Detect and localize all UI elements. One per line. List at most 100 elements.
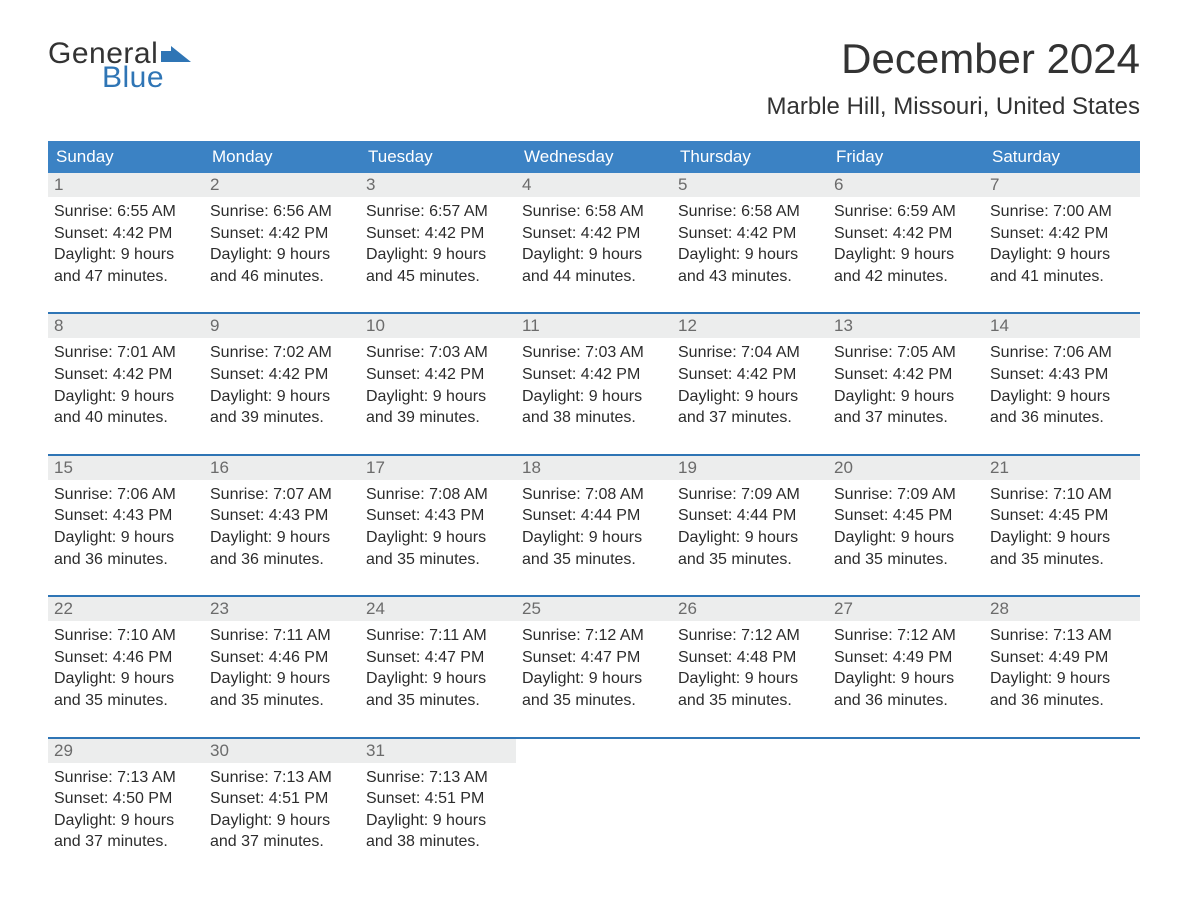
field-label: Daylight: bbox=[834, 388, 896, 405]
day-number-cell: 11 bbox=[516, 313, 672, 338]
day-number-row: 22232425262728 bbox=[48, 596, 1140, 621]
field-value: 4:43 PM bbox=[269, 507, 329, 524]
day-number-cell: 27 bbox=[828, 596, 984, 621]
field-value: 6:58 AM bbox=[585, 203, 644, 220]
day-data-cell: Sunrise: 7:10 AMSunset: 4:45 PMDaylight:… bbox=[984, 480, 1140, 570]
daylight-line2: and 36 minutes. bbox=[990, 690, 1134, 712]
field-label: Sunset: bbox=[990, 507, 1044, 524]
field-label: Sunrise: bbox=[678, 203, 737, 220]
field-label: Daylight: bbox=[366, 812, 428, 829]
day-data-cell: Sunrise: 7:11 AMSunset: 4:46 PMDaylight:… bbox=[204, 621, 360, 711]
field-label: Daylight: bbox=[54, 388, 116, 405]
field-value: 9 hours bbox=[745, 670, 798, 687]
day-data-cell: Sunrise: 7:10 AMSunset: 4:46 PMDaylight:… bbox=[48, 621, 204, 711]
field-value: 7:00 AM bbox=[1053, 203, 1112, 220]
field-value: 9 hours bbox=[589, 388, 642, 405]
field-label: Daylight: bbox=[678, 388, 740, 405]
field-label: Sunset: bbox=[210, 649, 264, 666]
day-number-cell: 14 bbox=[984, 313, 1140, 338]
field-value: 4:43 PM bbox=[113, 507, 173, 524]
field-label: Sunrise: bbox=[990, 627, 1049, 644]
field-label: Daylight: bbox=[990, 529, 1052, 546]
topbar: General Blue December 2024 Marble Hill, … bbox=[48, 35, 1140, 135]
field-label: Daylight: bbox=[210, 529, 272, 546]
field-value: 4:42 PM bbox=[269, 225, 329, 242]
field-label: Sunset: bbox=[210, 507, 264, 524]
field-label: Sunrise: bbox=[834, 203, 893, 220]
day-number-cell: 6 bbox=[828, 173, 984, 197]
field-label: Sunset: bbox=[210, 790, 264, 807]
day-number-cell: 16 bbox=[204, 455, 360, 480]
field-label: Daylight: bbox=[366, 388, 428, 405]
day-data-cell: Sunrise: 7:09 AMSunset: 4:45 PMDaylight:… bbox=[828, 480, 984, 570]
field-value: 4:42 PM bbox=[425, 366, 485, 383]
field-label: Sunrise: bbox=[990, 486, 1049, 503]
field-label: Sunset: bbox=[834, 649, 888, 666]
field-label: Sunset: bbox=[210, 366, 264, 383]
field-label: Sunrise: bbox=[834, 627, 893, 644]
field-label: Daylight: bbox=[54, 246, 116, 263]
field-value: 4:42 PM bbox=[893, 366, 953, 383]
field-value: 9 hours bbox=[277, 812, 330, 829]
field-label: Sunset: bbox=[522, 225, 576, 242]
field-label: Sunrise: bbox=[522, 627, 581, 644]
daylight-line2: and 35 minutes. bbox=[678, 690, 822, 712]
field-label: Sunrise: bbox=[366, 486, 425, 503]
field-label: Sunset: bbox=[522, 507, 576, 524]
day-data-row: Sunrise: 7:01 AMSunset: 4:42 PMDaylight:… bbox=[48, 338, 1140, 428]
field-label: Sunset: bbox=[54, 225, 108, 242]
day-number-cell: 28 bbox=[984, 596, 1140, 621]
field-label: Daylight: bbox=[522, 246, 584, 263]
daylight-line2: and 35 minutes. bbox=[54, 690, 198, 712]
field-value: 7:13 AM bbox=[1053, 627, 1112, 644]
day-data-cell: Sunrise: 7:13 AMSunset: 4:51 PMDaylight:… bbox=[360, 763, 516, 853]
field-label: Sunrise: bbox=[678, 486, 737, 503]
field-value: 7:07 AM bbox=[273, 486, 332, 503]
daylight-line2: and 36 minutes. bbox=[54, 549, 198, 571]
daylight-line2: and 47 minutes. bbox=[54, 266, 198, 288]
field-value: 7:10 AM bbox=[117, 627, 176, 644]
day-number-cell: 22 bbox=[48, 596, 204, 621]
day-number-cell: 18 bbox=[516, 455, 672, 480]
day-number-cell bbox=[672, 738, 828, 763]
field-value: 4:42 PM bbox=[425, 225, 485, 242]
field-value: 4:42 PM bbox=[269, 366, 329, 383]
field-value: 9 hours bbox=[589, 670, 642, 687]
field-value: 9 hours bbox=[277, 670, 330, 687]
day-data-cell bbox=[828, 763, 984, 853]
field-label: Sunrise: bbox=[210, 627, 269, 644]
field-value: 4:43 PM bbox=[425, 507, 485, 524]
day-number-cell: 8 bbox=[48, 313, 204, 338]
week-divider bbox=[48, 570, 1140, 596]
day-header: Saturday bbox=[984, 141, 1140, 173]
field-value: 9 hours bbox=[433, 388, 486, 405]
field-value: 7:08 AM bbox=[429, 486, 488, 503]
field-value: 4:51 PM bbox=[269, 790, 329, 807]
day-data-cell: Sunrise: 7:12 AMSunset: 4:48 PMDaylight:… bbox=[672, 621, 828, 711]
field-label: Daylight: bbox=[834, 529, 896, 546]
field-label: Sunset: bbox=[366, 366, 420, 383]
field-label: Sunrise: bbox=[54, 627, 113, 644]
daylight-line2: and 35 minutes. bbox=[678, 549, 822, 571]
field-label: Daylight: bbox=[678, 246, 740, 263]
field-value: 4:47 PM bbox=[425, 649, 485, 666]
field-value: 4:42 PM bbox=[893, 225, 953, 242]
daylight-line2: and 36 minutes. bbox=[990, 407, 1134, 429]
field-value: 9 hours bbox=[121, 812, 174, 829]
field-value: 4:42 PM bbox=[737, 225, 797, 242]
day-data-cell bbox=[516, 763, 672, 853]
field-value: 4:42 PM bbox=[113, 225, 173, 242]
field-value: 4:47 PM bbox=[581, 649, 641, 666]
week-divider bbox=[48, 287, 1140, 313]
field-value: 4:44 PM bbox=[737, 507, 797, 524]
field-label: Daylight: bbox=[990, 670, 1052, 687]
field-label: Sunrise: bbox=[54, 203, 113, 220]
day-number-cell: 20 bbox=[828, 455, 984, 480]
field-label: Daylight: bbox=[210, 246, 272, 263]
field-label: Sunset: bbox=[54, 366, 108, 383]
day-number-cell: 30 bbox=[204, 738, 360, 763]
field-value: 7:09 AM bbox=[741, 486, 800, 503]
field-label: Daylight: bbox=[834, 246, 896, 263]
day-data-cell: Sunrise: 7:11 AMSunset: 4:47 PMDaylight:… bbox=[360, 621, 516, 711]
day-data-cell: Sunrise: 7:00 AMSunset: 4:42 PMDaylight:… bbox=[984, 197, 1140, 287]
